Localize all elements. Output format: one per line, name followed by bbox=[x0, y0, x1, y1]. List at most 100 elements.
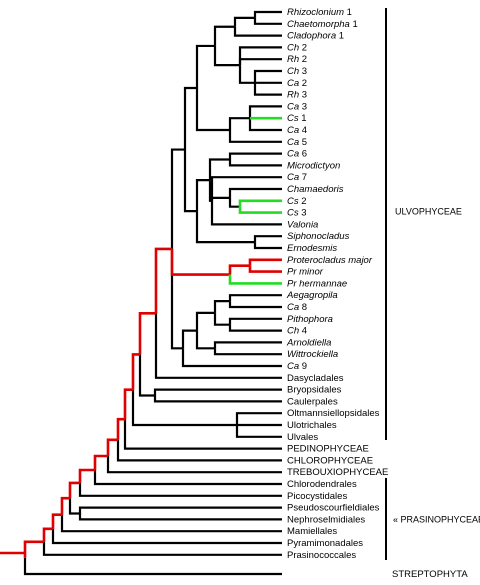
leaf-label: Cladophora 1 bbox=[287, 30, 344, 41]
leaf-label: Aegagropila bbox=[286, 290, 338, 301]
leaf-label: Arnoldiella bbox=[286, 337, 331, 348]
clade-name: Nephroselmidiales bbox=[287, 514, 365, 525]
clade-name: Picocystidales bbox=[287, 490, 347, 501]
leaf-label: Ca 7 bbox=[287, 172, 307, 183]
branch bbox=[213, 341, 282, 349]
branch bbox=[78, 513, 282, 521]
branch bbox=[228, 117, 250, 130]
taxon-name: Ca bbox=[287, 125, 299, 136]
leaf-label: Ernodesmis bbox=[287, 243, 337, 254]
leaf-label: Rhizoclonium 1 bbox=[287, 7, 352, 18]
leaf-label: TREBOUXIOPHYCEAE bbox=[287, 467, 388, 478]
clade-name: TREBOUXIOPHYCEAE bbox=[287, 467, 388, 478]
branch bbox=[228, 130, 282, 143]
branch bbox=[154, 313, 282, 379]
taxon-name: Ca bbox=[287, 148, 299, 159]
branch bbox=[253, 69, 282, 83]
taxon-name: Ca bbox=[287, 172, 299, 183]
taxon-name: Ch bbox=[287, 42, 299, 53]
branch bbox=[233, 26, 282, 37]
taxon-number: 1 bbox=[339, 30, 344, 41]
branch bbox=[51, 528, 282, 545]
taxon-name: Cs bbox=[287, 207, 299, 218]
taxon-name: Pr minor bbox=[287, 266, 324, 277]
taxon-number: 5 bbox=[302, 136, 307, 147]
taxon-name: Cs bbox=[287, 195, 299, 206]
taxon-number: 2 bbox=[302, 42, 307, 53]
branch bbox=[228, 197, 240, 208]
leaf-label: Wittrockiella bbox=[287, 349, 338, 360]
taxon-name: Ca bbox=[287, 302, 299, 313]
branch bbox=[228, 301, 282, 309]
group-label: ULVOPHYCEAE bbox=[395, 206, 462, 216]
taxon-name: Chaetomorpha bbox=[287, 18, 350, 29]
branch bbox=[138, 312, 156, 355]
leaf-label: Oltmannsiellopsidales bbox=[287, 408, 380, 419]
branch bbox=[235, 412, 282, 425]
leaf-label: Chaetomorpha 1 bbox=[287, 18, 358, 29]
leaf-label: Prasinococcales bbox=[287, 549, 356, 560]
branch bbox=[248, 118, 282, 132]
branch bbox=[208, 158, 230, 181]
taxon-number: 1 bbox=[301, 113, 306, 124]
leaf-label: Ulvales bbox=[287, 431, 318, 442]
leaf-label: Ca 5 bbox=[287, 136, 307, 147]
clade-name: Prasinococcales bbox=[287, 549, 356, 560]
branch bbox=[60, 496, 70, 515]
clade-name: Pyramimonadales bbox=[287, 538, 363, 549]
leaf-label: Ca 8 bbox=[287, 302, 307, 313]
leaf-label: PEDINOPHYCEAE bbox=[287, 443, 369, 454]
branch bbox=[170, 248, 183, 350]
taxon-number: 3 bbox=[302, 101, 307, 112]
branch bbox=[210, 200, 282, 226]
leaf-label: Ca 4 bbox=[287, 125, 307, 136]
clade-name: Chlorodendrales bbox=[287, 479, 357, 490]
branch bbox=[183, 86, 197, 150]
branch bbox=[116, 417, 125, 440]
clade-name: Dasycladales bbox=[287, 372, 344, 383]
leaf-label: Ch 3 bbox=[287, 66, 307, 77]
branch bbox=[51, 513, 62, 529]
clade-name: Bryopsidales bbox=[287, 384, 342, 395]
taxon-name: Ca bbox=[287, 136, 299, 147]
branch bbox=[210, 196, 230, 201]
taxon-name: Valonia bbox=[287, 219, 318, 230]
leaf-label: Dasycladales bbox=[287, 372, 344, 383]
branch bbox=[213, 25, 235, 46]
clade-name: Mamiellales bbox=[287, 526, 337, 537]
clade-name: Oltmannsiellopsidales bbox=[287, 408, 380, 419]
taxon-number: 2 bbox=[302, 77, 307, 88]
branch bbox=[153, 388, 282, 396]
branch bbox=[253, 235, 282, 243]
branch bbox=[153, 395, 282, 403]
clade-name: PEDINOPHYCEAE bbox=[287, 443, 369, 454]
leaf-label: Chamaedoris bbox=[287, 184, 344, 195]
leaf-label: Pr hermannae bbox=[287, 278, 347, 289]
branch bbox=[106, 455, 282, 474]
branch bbox=[42, 541, 282, 556]
branch bbox=[78, 506, 282, 514]
taxon-name: Rh bbox=[287, 89, 299, 100]
leaf-label: Ch 4 bbox=[287, 325, 307, 336]
taxon-name: Aegagropila bbox=[286, 290, 338, 301]
branch bbox=[195, 44, 215, 88]
branch bbox=[154, 247, 172, 314]
branch bbox=[228, 187, 282, 198]
taxon-number: 2 bbox=[301, 195, 306, 206]
branch bbox=[181, 348, 282, 368]
leaf-label: Microdictyon bbox=[287, 160, 340, 171]
branch bbox=[210, 176, 282, 201]
branch bbox=[195, 311, 215, 331]
branch bbox=[238, 58, 282, 66]
branch bbox=[213, 348, 282, 356]
taxon-number: 3 bbox=[301, 207, 306, 218]
branch bbox=[195, 330, 215, 350]
leaf-label: Caulerpales bbox=[287, 396, 338, 407]
leaf-label: Pr minor bbox=[287, 266, 324, 277]
branch bbox=[170, 248, 230, 276]
taxon-name: Arnoldiella bbox=[286, 337, 331, 348]
branch bbox=[170, 148, 185, 249]
clade-name: Caulerpales bbox=[287, 396, 338, 407]
branch bbox=[131, 389, 237, 427]
